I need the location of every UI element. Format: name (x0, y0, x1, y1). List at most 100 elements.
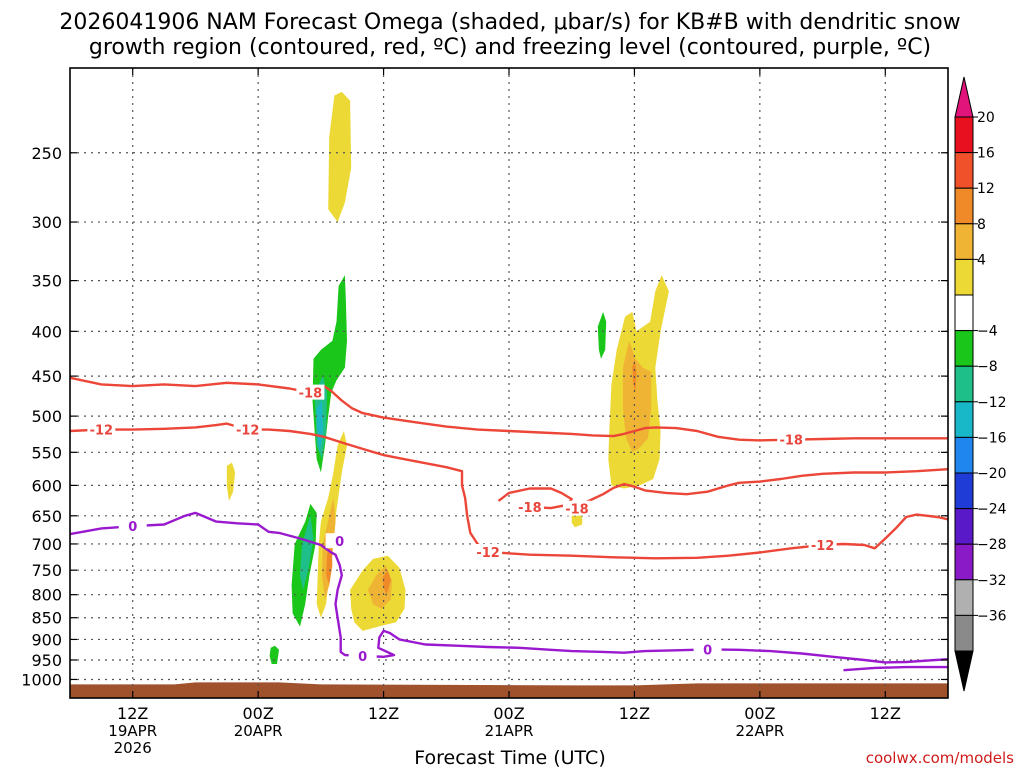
y-tick-label: 600 (31, 476, 62, 495)
omega-region (328, 91, 352, 223)
contour-red-line (576, 468, 948, 510)
colorbar-label: 8 (977, 217, 986, 233)
colorbar-label: −4 (977, 324, 998, 340)
colorbar-swatch (954, 614, 974, 652)
contour-label-bg (348, 647, 377, 663)
colorbar-label: −16 (977, 430, 1007, 446)
x-tick-label: 00Z (744, 704, 775, 723)
x-tick-label: 19APR (108, 722, 157, 740)
contour-label-red: -12 (476, 546, 500, 561)
colorbar-swatch (954, 330, 974, 367)
colorbar-label: −24 (977, 502, 1007, 518)
contour-label-red: -18 (518, 501, 542, 516)
plot-area: -18 -18 -18 -18 -12 -12 -12 -12 0 0 0 0 250 300 350 400… (21, 67, 949, 757)
colorbar-swatch (954, 508, 974, 545)
contour-label-red: -18 (565, 503, 589, 518)
colorbar-swatch (954, 436, 974, 474)
contour-label-bg (693, 641, 722, 657)
colorbar-swatch (954, 472, 974, 510)
colorbar-swatch (954, 365, 974, 403)
contour-label-purple: 0 (128, 520, 137, 535)
omega-region (226, 462, 236, 501)
contour-purple-line (843, 665, 948, 672)
colorbar-swatch (954, 401, 974, 438)
contour-label-bg (118, 518, 147, 534)
colorbar-label: −20 (977, 466, 1007, 482)
x-tick-label: 12Z (117, 704, 148, 723)
chart-title-line-1: 2026041906 NAM Forecast Omega (shaded, μ… (59, 10, 960, 35)
y-tick-label: 250 (31, 144, 62, 163)
contour-label-bg (777, 431, 806, 447)
x-tick-label: 21APR (485, 722, 534, 740)
x-tick-label: 00Z (493, 704, 524, 723)
colorbar-label: 20 (977, 110, 995, 126)
colorbar-swatch (954, 116, 974, 154)
x-tick-label: 22APR (735, 722, 784, 740)
x-tick-label: 12Z (368, 704, 399, 723)
x-tick-label: 20APR (234, 722, 283, 740)
x-axis-label: Forecast Time (UTC) (414, 747, 605, 768)
y-tick-label: 350 (31, 272, 62, 291)
y-tick-label: 650 (31, 507, 62, 526)
omega-region (632, 358, 637, 393)
contour-label-bg (808, 537, 837, 553)
y-tick-label: 850 (31, 609, 62, 628)
omega-region (300, 515, 314, 590)
colorbar-label: −36 (977, 608, 1007, 624)
contour-label-bg (233, 421, 262, 437)
omega-region (382, 570, 391, 595)
y-tick-label: 900 (31, 630, 62, 649)
y-tick-label: 750 (31, 561, 62, 580)
colorbar-swatch (954, 187, 974, 225)
colorbar-label: 12 (977, 181, 995, 197)
omega-region (326, 538, 333, 586)
omega-region (316, 400, 323, 453)
contour-label-red: -18 (299, 387, 323, 402)
colorbar-label: −28 (977, 537, 1007, 553)
y-tick-label: 300 (31, 213, 62, 232)
contour-label-bg (325, 533, 354, 549)
plot-inner: -18 -18 -18 -18 -12 -12 -12 -12 0 0 0 0 (70, 68, 948, 698)
contour-label-bg (562, 500, 591, 516)
colorbar-swatch (954, 152, 974, 189)
x-tick-label: 12Z (619, 704, 650, 723)
colorbar-swatch (954, 223, 974, 260)
colorbar-label: 16 (977, 146, 995, 162)
colorbar-label: −8 (977, 359, 998, 375)
colorbar-swatch (954, 294, 974, 332)
colorbar-top-arrow (954, 76, 974, 118)
colorbar-label: −12 (977, 395, 1007, 411)
contour-label-purple: 0 (358, 650, 367, 665)
omega-region (597, 311, 607, 359)
y-tick-label: 700 (31, 535, 62, 554)
contour-red-line (70, 376, 948, 442)
contour-label-red: -12 (811, 539, 835, 554)
y-tick-label: 550 (31, 443, 62, 462)
contour-label-bg (296, 384, 325, 400)
y-tick-label: 950 (31, 651, 62, 670)
colorbar-label: −32 (977, 573, 1007, 589)
colorbar-swatch (954, 543, 974, 581)
colorbar: 20 16 12 8 4 −4 −8 −12 −16 −20 −24 −28 −32 −36 (954, 76, 1007, 692)
contour-red-line (497, 487, 573, 510)
contour-label-bg (515, 498, 544, 514)
y-tick-label: 500 (31, 407, 62, 426)
colorbar-swatch (954, 258, 974, 296)
colorbar-label: 4 (977, 252, 986, 268)
terrain-ground (70, 682, 948, 698)
site-credit: coolwx.com/models (866, 749, 1014, 767)
y-tick-label: 800 (31, 586, 62, 605)
colorbar-swatch (954, 579, 974, 616)
x-tick-label: 00Z (242, 704, 273, 723)
contour-label-purple: 0 (335, 535, 344, 550)
colorbar-bottom-arrow (954, 650, 974, 692)
chart-title-line-2: growth region (contoured, red, ºC) and f… (89, 35, 931, 60)
contour-label-red: -18 (779, 434, 803, 449)
contour-label-red: -12 (90, 424, 114, 439)
x-tick-label: 2026 (114, 739, 152, 757)
contour-label-purple: 0 (703, 643, 712, 658)
contour-label-red: -12 (236, 424, 260, 439)
y-tick-label: 400 (31, 322, 62, 341)
y-tick-label: 450 (31, 367, 62, 386)
